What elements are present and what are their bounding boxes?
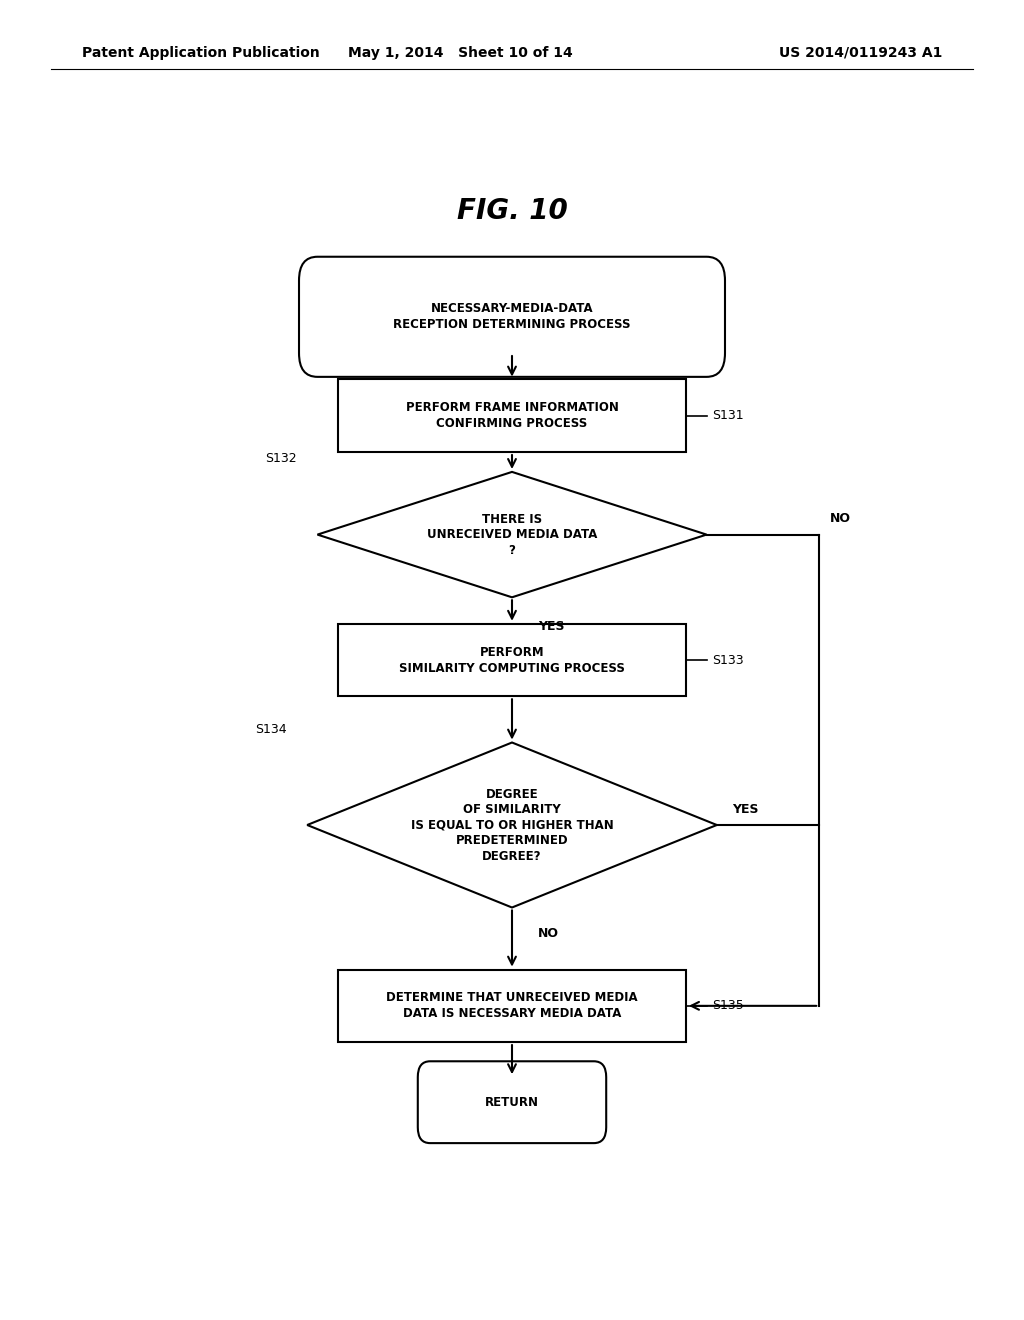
Text: NO: NO: [829, 512, 851, 525]
FancyBboxPatch shape: [299, 256, 725, 378]
Text: PERFORM FRAME INFORMATION
CONFIRMING PROCESS: PERFORM FRAME INFORMATION CONFIRMING PRO…: [406, 401, 618, 430]
FancyBboxPatch shape: [418, 1061, 606, 1143]
Bar: [338, 969, 686, 1043]
Text: US 2014/0119243 A1: US 2014/0119243 A1: [778, 46, 942, 59]
Text: THERE IS
UNRECEIVED MEDIA DATA
?: THERE IS UNRECEIVED MEDIA DATA ?: [427, 512, 597, 557]
Text: DETERMINE THAT UNRECEIVED MEDIA
DATA IS NECESSARY MEDIA DATA: DETERMINE THAT UNRECEIVED MEDIA DATA IS …: [386, 991, 638, 1020]
Text: YES: YES: [538, 620, 564, 632]
Text: NECESSARY-MEDIA-DATA
RECEPTION DETERMINING PROCESS: NECESSARY-MEDIA-DATA RECEPTION DETERMINI…: [393, 302, 631, 331]
Text: FIG. 10: FIG. 10: [457, 197, 567, 226]
Polygon shape: [317, 473, 707, 597]
Text: S132: S132: [265, 453, 297, 466]
Text: May 1, 2014   Sheet 10 of 14: May 1, 2014 Sheet 10 of 14: [348, 46, 573, 59]
Bar: [338, 379, 686, 451]
Polygon shape: [307, 742, 717, 908]
Text: S134: S134: [255, 723, 287, 737]
Text: YES: YES: [732, 803, 759, 816]
Text: S131: S131: [712, 409, 743, 422]
Text: S133: S133: [712, 653, 743, 667]
Text: DEGREE
OF SIMILARITY
IS EQUAL TO OR HIGHER THAN
PREDETERMINED
DEGREE?: DEGREE OF SIMILARITY IS EQUAL TO OR HIGH…: [411, 788, 613, 862]
Text: RETURN: RETURN: [485, 1096, 539, 1109]
Bar: [338, 624, 686, 697]
Text: Patent Application Publication: Patent Application Publication: [82, 46, 319, 59]
Text: NO: NO: [538, 928, 559, 940]
Text: S135: S135: [712, 999, 743, 1012]
Text: PERFORM
SIMILARITY COMPUTING PROCESS: PERFORM SIMILARITY COMPUTING PROCESS: [399, 645, 625, 675]
